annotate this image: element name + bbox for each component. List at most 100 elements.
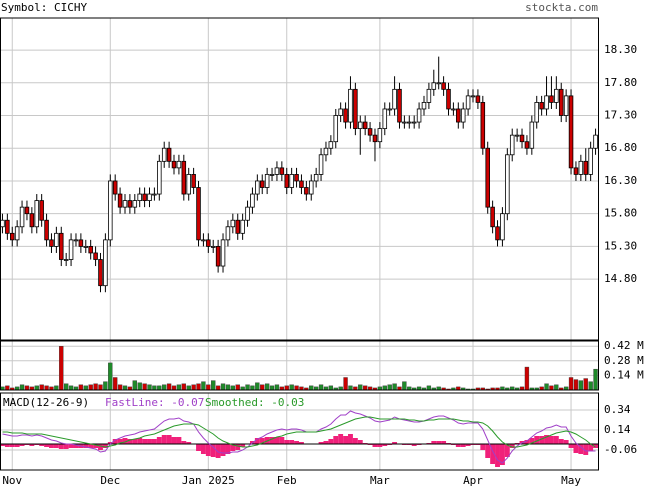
volume-bar — [382, 385, 387, 391]
volume-bar — [274, 384, 280, 391]
volume-bar — [387, 384, 392, 391]
candle-body — [583, 160, 589, 175]
candle-body — [431, 82, 437, 90]
candle-body — [554, 88, 559, 103]
candle-body — [250, 193, 255, 208]
y-tick-label: 14.80 — [604, 272, 637, 285]
macd-histogram-bar — [411, 444, 417, 446]
volume-bar — [54, 385, 59, 391]
macd-histogram-bar — [68, 444, 74, 448]
macd-histogram-bar — [460, 444, 466, 447]
candle-body — [524, 141, 530, 149]
candle-body — [210, 246, 216, 248]
volume-bar — [235, 384, 240, 391]
candle-body — [112, 180, 118, 195]
volume-bar — [64, 383, 69, 391]
candle-body — [367, 128, 373, 136]
panel-frame — [0, 340, 599, 391]
macd-histogram-bar — [269, 437, 275, 444]
candle-body — [176, 160, 182, 169]
macd-histogram-bar — [9, 444, 15, 447]
candle-body — [255, 180, 260, 195]
volume-bar — [593, 368, 598, 391]
macd-histogram-bar — [98, 444, 103, 450]
candle-body — [117, 193, 123, 208]
candle-body — [240, 219, 245, 234]
candle-body — [519, 134, 525, 143]
volume-bar — [363, 385, 368, 391]
candle-body — [470, 95, 476, 98]
macd-histogram-bar — [73, 444, 79, 448]
volume-bar — [402, 381, 407, 391]
candle-body — [142, 193, 147, 201]
candle-body — [407, 121, 412, 124]
candle-body — [333, 115, 339, 143]
macd-histogram-bar — [553, 436, 559, 444]
candle-body — [392, 88, 397, 110]
macd-histogram-bar — [166, 435, 172, 444]
volume-bar — [142, 383, 147, 391]
candle-body — [573, 167, 579, 175]
y-tick-label: 15.30 — [604, 239, 637, 252]
volume-bar — [269, 385, 275, 391]
candle-body — [269, 174, 275, 176]
candle-body — [377, 128, 383, 143]
candle-body — [490, 206, 495, 228]
candle-body — [558, 88, 564, 116]
volume-bar — [83, 385, 88, 391]
candle-body — [495, 226, 500, 241]
candle-body — [73, 239, 79, 242]
macd-histogram-bar — [377, 444, 383, 447]
candle-body — [441, 82, 446, 90]
candle-body — [294, 174, 299, 182]
candle-body — [446, 88, 451, 110]
volume-bar — [348, 385, 353, 391]
candle-body — [0, 219, 5, 228]
candle-body — [137, 193, 142, 201]
candle-body — [387, 108, 392, 111]
macd-histogram-bar — [318, 442, 324, 444]
candle-body — [147, 193, 152, 201]
macd-histogram-bar — [142, 439, 148, 444]
candle-body — [39, 200, 44, 221]
macd-histogram-bar — [274, 437, 280, 444]
macd-line — [2, 410, 596, 464]
macd-histogram-bar — [392, 442, 398, 444]
candle-body — [78, 239, 84, 247]
macd-histogram-bar — [235, 444, 241, 450]
macd-histogram-bar — [186, 442, 192, 444]
y-tick-label: 17.80 — [604, 76, 637, 89]
volume-bar — [255, 382, 260, 391]
candle-body — [220, 239, 226, 267]
macd-histogram-bar — [352, 438, 358, 444]
macd-histogram-bar — [240, 444, 246, 447]
y-tick-label: 15.80 — [604, 207, 637, 220]
macd-histogram-bar — [254, 438, 260, 444]
candle-body — [539, 102, 544, 110]
candle-body — [382, 108, 388, 130]
macd-histogram-bar — [357, 440, 363, 444]
candle-body — [475, 95, 481, 103]
x-tick-label: Feb — [277, 474, 297, 486]
y-tick-label: 0.14 — [604, 423, 631, 436]
candle-body — [323, 147, 329, 156]
candle-body — [299, 180, 304, 188]
volume-bar — [162, 384, 167, 391]
candle-body — [514, 134, 520, 137]
macd-histogram-bar — [534, 436, 540, 444]
candle-body — [328, 141, 334, 149]
macd-histogram-bar — [93, 444, 99, 448]
volume-bar — [152, 385, 157, 391]
volume-bar — [93, 383, 98, 391]
macd-histogram-bar — [573, 444, 579, 453]
volume-bar — [260, 384, 265, 391]
candle-body — [348, 88, 353, 123]
candle-body — [289, 174, 294, 188]
candle-body — [49, 239, 54, 247]
candle-body — [108, 180, 113, 241]
volume-bar — [215, 385, 221, 391]
macd-line — [2, 416, 596, 448]
macd-histogram-bar — [49, 444, 54, 448]
candle-body — [411, 121, 417, 124]
